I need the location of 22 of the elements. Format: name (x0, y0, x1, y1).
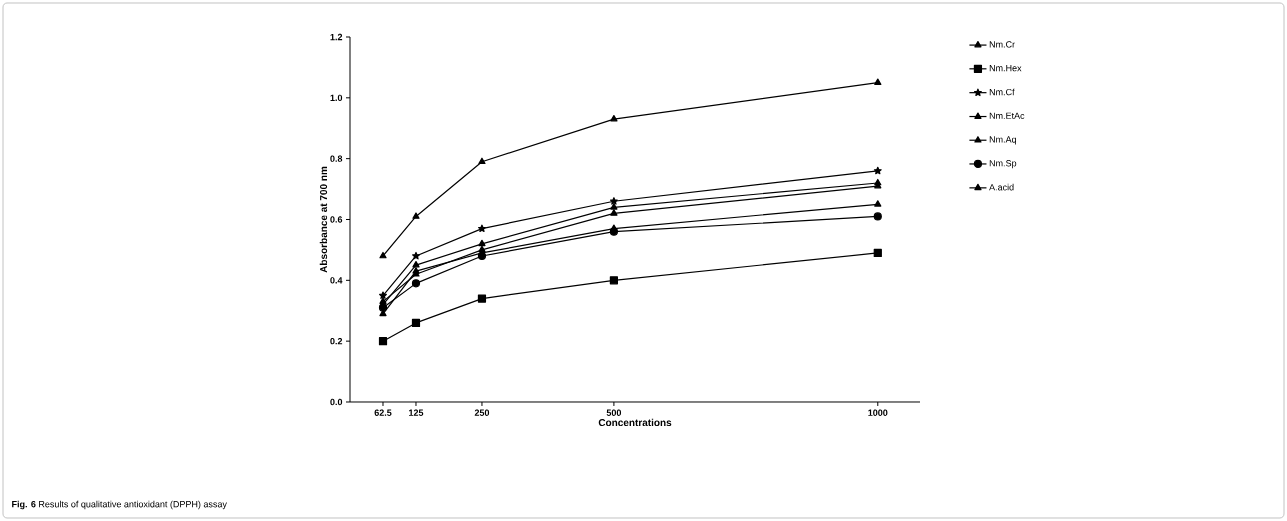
legend-label: Nm.Hex (989, 64, 1022, 72)
y-tick-label: 0.4 (330, 277, 343, 284)
y-tick-label: 0.2 (330, 337, 343, 345)
legend-label: Nm.EtAc (989, 112, 1025, 119)
legend-label: Nm.Sp (989, 160, 1017, 169)
y-axis-title: Absorbance at 700 nm (319, 166, 328, 273)
legend-label: Nm.Cf (989, 88, 1015, 96)
legend-label: A.acid (989, 183, 1014, 191)
x-tick-label: 500 (606, 409, 622, 416)
y-tick-label: 1.2 (330, 33, 343, 41)
y-tick-label: 1.0 (330, 94, 343, 102)
x-tick-label: 125 (409, 409, 424, 416)
y-tick-label: 0.6 (330, 216, 343, 223)
x-tick-label: 1000 (868, 409, 888, 416)
legend-label: Nm.Aq (989, 136, 1017, 145)
legend-label: Nm.Cr (989, 41, 1015, 48)
y-tick-label: 0.8 (330, 155, 343, 162)
x-tick-label: 250 (474, 409, 490, 416)
x-axis-title: Concentrations (598, 418, 672, 427)
y-tick-label: 0.0 (330, 398, 343, 406)
text: Fig. 6 Results of qualitative antioxidant (DPPH) assay (12, 500, 227, 510)
x-tick-label: 62.5 (374, 409, 392, 416)
